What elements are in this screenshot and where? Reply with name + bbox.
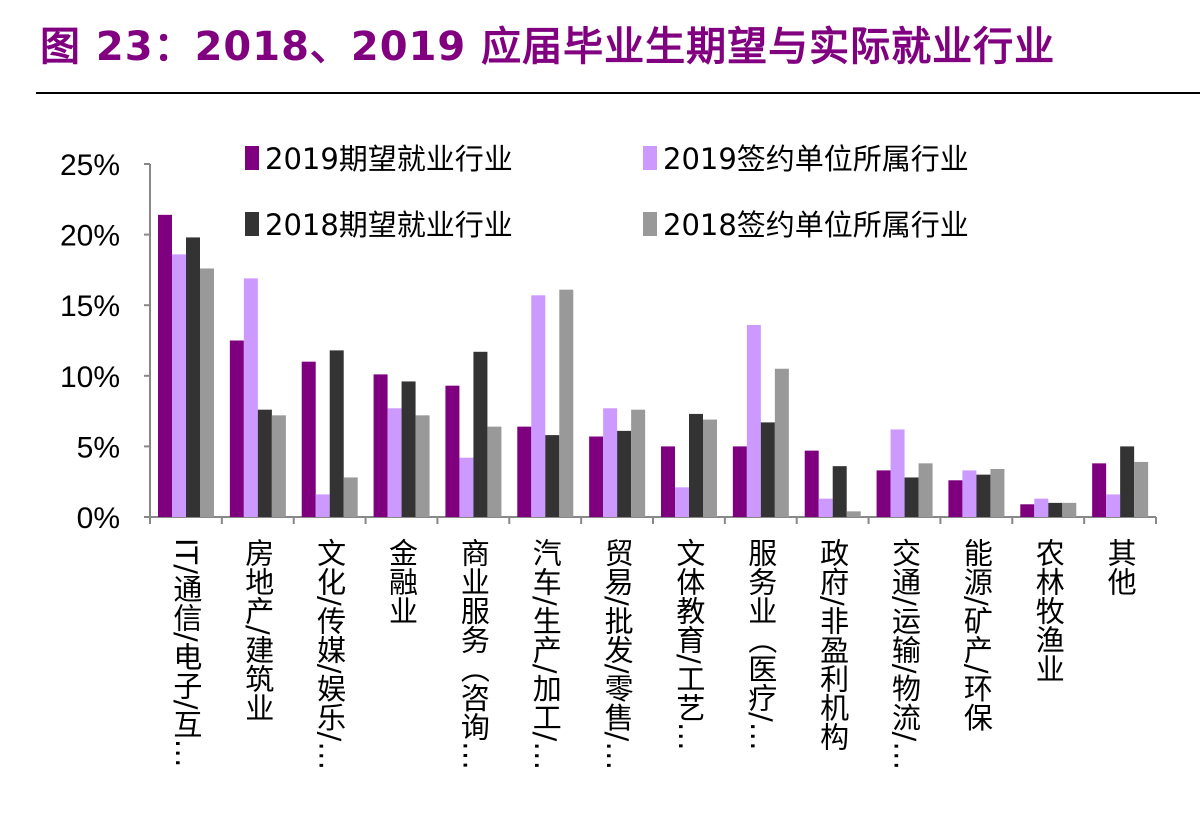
bar-2-2 [329,350,344,517]
bar-3-7 [703,419,717,517]
bar-3-13 [1134,461,1149,517]
x-tick-label: 贸易/批发/零售/… [600,538,635,771]
bar-0-8 [732,446,747,517]
bar-0-11 [948,480,963,517]
bar-3-4 [487,426,502,517]
y-tick-label: 25% [60,149,120,182]
bar-2-10 [904,477,919,517]
bar-0-0 [158,214,172,517]
bar-0-13 [1092,463,1107,517]
bar-2-4 [473,351,488,517]
bar-3-9 [846,511,861,517]
x-tick-label: 交通/运输/物流/… [887,538,922,771]
bar-2-1 [257,409,272,517]
x-tick-label: 能源/矿产/环保 [959,538,994,732]
bar-2-12 [1048,502,1063,517]
bar-2-11 [976,474,991,517]
bar-1-0 [172,254,186,518]
legend-label: 2019签约单位所属行业 [663,142,969,176]
bar-2-8 [760,422,775,517]
legend-swatch [245,212,259,236]
legend-swatch [245,146,259,170]
bar-3-2 [343,477,358,517]
legend-label: 2019期望就业行业 [265,142,513,176]
bar-0-5 [517,426,532,517]
x-tick-label: 房地产/建筑业 [240,538,275,722]
bar-3-8 [774,368,789,517]
bar-3-0 [200,268,214,517]
figure-title: 图 23：2018、2019 应届毕业生期望与实际就业行业 [40,24,1056,70]
bar-1-9 [818,498,833,517]
x-tick-label: 服务业（医疗/… [743,538,778,751]
legend-swatch [643,212,657,236]
bar-0-7 [661,446,675,517]
bar-1-10 [890,429,905,517]
bar-0-1 [229,340,244,517]
bar-0-6 [589,436,604,517]
bar-3-10 [918,463,933,517]
bar-0-10 [876,470,891,517]
legend-label: 2018签约单位所属行业 [663,208,969,242]
bar-3-1 [271,415,286,517]
bar-3-12 [1062,502,1077,517]
x-tick-label: 商业服务（咨询… [456,538,491,770]
bar-3-11 [990,468,1005,517]
bar-1-5 [531,295,546,517]
bar-2-3 [401,381,416,517]
x-tick-label: 文化/传媒/娱乐/… [312,538,347,771]
x-tick-label: IT/通信/电子/互… [168,538,203,768]
bar-1-11 [962,470,977,517]
bar-1-13 [1106,494,1121,517]
bar-3-6 [631,409,646,517]
bar-0-12 [1020,504,1035,517]
y-tick-label: 10% [60,361,120,394]
bar-2-0 [186,237,200,517]
x-tick-label: 文体教育/工艺… [671,538,706,751]
legend-swatch [643,146,657,170]
bar-1-3 [387,408,402,517]
bar-1-2 [315,494,330,517]
y-tick-label: 15% [60,290,120,323]
bar-1-6 [603,408,618,517]
x-tick-label: 金融业 [384,538,419,625]
title-divider [36,92,1200,94]
bar-2-5 [545,435,560,517]
x-tick-label: 汽车/生产/加工/… [528,538,563,771]
bar-1-1 [243,278,258,517]
y-tick-label: 0% [77,502,120,535]
bar-1-7 [675,487,689,517]
x-tick-label: 政府/非盈利机构 [815,538,850,751]
bar-0-3 [373,374,388,517]
y-tick-label: 20% [60,220,120,253]
bar-2-13 [1120,446,1135,517]
legend-label: 2018期望就业行业 [265,208,513,242]
bar-1-12 [1034,498,1049,517]
bar-3-3 [415,415,430,517]
bar-1-4 [459,457,474,517]
bar-0-9 [804,450,819,517]
bar-0-2 [301,361,316,517]
bar-0-4 [445,385,460,517]
y-tick-label: 5% [77,431,120,464]
bar-2-9 [832,466,847,517]
bar-1-8 [746,324,761,517]
bar-2-6 [617,430,632,517]
x-tick-label: 其他 [1103,538,1138,596]
x-tick-label: 农林牧渔业 [1031,538,1066,683]
bar-2-7 [689,413,703,517]
bar-3-5 [559,289,574,517]
